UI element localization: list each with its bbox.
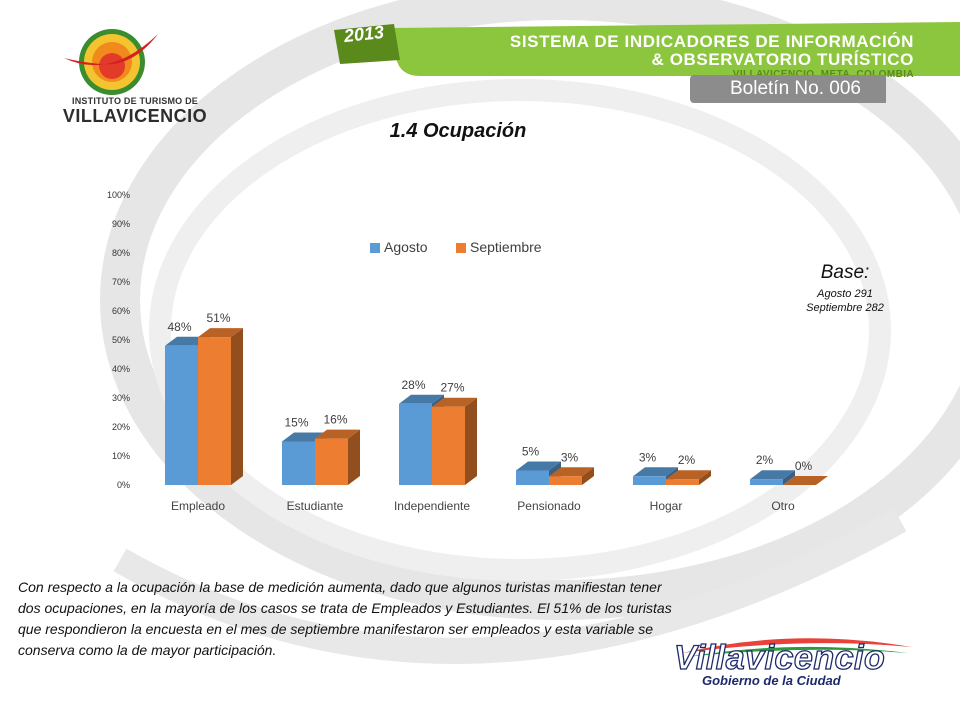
banner-system-line2: & OBSERVATORIO TURÍSTICO: [651, 50, 914, 69]
x-category-label: Estudiante: [287, 499, 344, 513]
bar: [549, 476, 582, 485]
y-tick-label: 80%: [112, 248, 130, 258]
bar-top: [633, 467, 678, 477]
bar-top: [516, 461, 561, 471]
bar: [432, 406, 465, 485]
bulletin-badge: Boletín No. 006: [690, 75, 886, 103]
bar-side: [231, 328, 243, 485]
bar: [315, 438, 348, 485]
bar-side: [348, 429, 360, 485]
banner-year: 2013: [343, 21, 385, 47]
data-label: 16%: [323, 413, 347, 427]
data-label: 2%: [756, 453, 774, 467]
x-category-label: Empleado: [171, 499, 225, 513]
institute-logo: INSTITUTO DE TURISMO DE VILLAVICENCIO: [40, 28, 230, 128]
legend-label: Agosto: [384, 239, 428, 255]
base-line-agosto: Agosto 291: [817, 288, 873, 300]
data-label: 0%: [795, 459, 813, 473]
data-label: 51%: [206, 311, 230, 325]
city-logo-word: Villavicencio: [673, 638, 886, 677]
bar-side: [582, 467, 594, 485]
bar: [282, 441, 315, 485]
data-label: 5%: [522, 445, 540, 459]
bar: [198, 337, 231, 485]
y-tick-label: 50%: [112, 335, 130, 345]
org-name-line1: INSTITUTO DE TURISMO DE: [72, 96, 198, 106]
data-label: 2%: [678, 453, 696, 467]
data-label: 27%: [440, 381, 464, 395]
city-logo-swoosh-icon: [682, 638, 912, 657]
sample-base-box: Base: Agosto 291 Septiembre 282: [770, 262, 920, 314]
legend-swatch: [370, 243, 380, 253]
data-label: 3%: [639, 450, 657, 464]
bar-top: [750, 470, 795, 480]
data-label: 48%: [167, 320, 191, 334]
legend-label: Septiembre: [470, 239, 542, 255]
data-label: 3%: [561, 450, 579, 464]
bar: [516, 470, 549, 485]
y-tick-label: 30%: [112, 393, 130, 403]
y-tick-label: 40%: [112, 364, 130, 374]
analysis-paragraph: Con respecto a la ocupación la base de m…: [18, 579, 672, 658]
bar-top: [783, 476, 828, 485]
bar-top: [432, 397, 477, 407]
bar-top: [666, 470, 711, 480]
data-label: 15%: [284, 416, 308, 430]
bar-top: [549, 467, 594, 477]
legend-swatch: [456, 243, 466, 253]
banner-system-line1: SISTEMA DE INDICADORES DE INFORMACIÓN: [509, 32, 914, 51]
page-title: 1.4 Ocupación: [389, 120, 527, 142]
institute-emblem-icon: [64, 29, 158, 95]
banner-location: VILLAVICENCIO, META, COLOMBIA: [733, 69, 914, 80]
y-tick-label: 60%: [112, 306, 130, 316]
bar-side: [783, 470, 795, 485]
y-tick-label: 20%: [112, 422, 130, 432]
bar: [165, 345, 198, 485]
x-category-label: Independiente: [394, 499, 470, 513]
data-label: 28%: [401, 378, 425, 392]
y-tick-label: 10%: [112, 451, 130, 461]
bar-top: [198, 328, 243, 338]
bar-side: [465, 397, 477, 485]
bar: [633, 476, 666, 485]
base-line-septiembre: Septiembre 282: [806, 302, 884, 314]
x-category-label: Otro: [771, 499, 795, 513]
y-tick-label: 70%: [112, 277, 130, 287]
x-category-label: Pensionado: [517, 499, 581, 513]
y-tick-label: 100%: [107, 190, 130, 200]
bar: [399, 403, 432, 485]
header-banner: 2013 SISTEMA DE INDICADORES DE INFORMACI…: [330, 14, 960, 104]
bar-side: [699, 470, 711, 485]
y-tick-label: 90%: [112, 219, 130, 229]
bar-top: [315, 429, 360, 439]
city-logo-subtitle: Gobierno de la Ciudad: [702, 673, 841, 688]
occupation-bar-chart: 0% 10% 20% 30% 40% 50% 60% 70% 80% 90% 100% Emplead…: [107, 190, 828, 513]
banner-shape: [334, 22, 960, 76]
bar: [666, 479, 699, 485]
org-name-line2: VILLAVICENCIO: [62, 106, 208, 126]
y-tick-label: 0%: [117, 480, 130, 490]
base-heading: Base:: [820, 262, 870, 283]
bar: [750, 479, 783, 485]
city-logo: Villavicencio Gobierno de la Ciudad: [672, 635, 922, 695]
bar-top: [399, 394, 444, 404]
x-category-label: Hogar: [650, 499, 683, 513]
